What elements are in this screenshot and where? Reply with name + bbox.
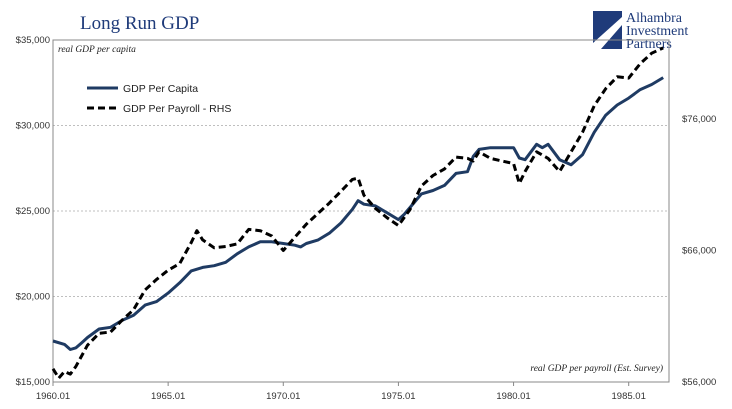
left-axis-label: real GDP per capita <box>58 45 136 55</box>
chart-title: Long Run GDP <box>80 13 199 34</box>
logo-mark-stripe <box>593 17 622 49</box>
left-axis: $15,000 $20,000 $25,000 $30,000 $35,000 <box>16 35 50 388</box>
left-tick-label: $25,000 <box>16 206 50 217</box>
x-tick-label: 1980.01 <box>496 391 530 402</box>
grid <box>53 125 669 297</box>
logo: Alhambra Investment Partners <box>593 11 688 52</box>
left-tick-label: $30,000 <box>16 121 50 132</box>
logo-line-3: Partners <box>626 37 672 52</box>
series-line-gdp-per-capita <box>52 76 664 351</box>
logo-line-2: Investment <box>626 24 688 39</box>
legend-label-capita: GDP Per Capita <box>123 83 198 95</box>
x-tick-label: 1975.01 <box>381 391 415 402</box>
x-tick-label: 1960.01 <box>36 391 70 402</box>
right-tick-label: $66,000 <box>682 245 716 256</box>
legend-label-payroll: GDP Per Payroll - RHS <box>123 103 231 115</box>
x-tick-label: 1965.01 <box>151 391 185 402</box>
right-axis: $56,000 $66,000 $76,000 <box>682 114 716 388</box>
right-axis-label: real GDP per payroll (Est. Survey) <box>530 363 663 374</box>
left-tick-label: $15,000 <box>16 377 50 388</box>
left-tick-label: $35,000 <box>16 35 50 46</box>
x-axis: 1960.01 1965.01 1970.01 1975.01 1980.01 1985.… <box>36 382 646 402</box>
right-tick-label: $56,000 <box>682 377 716 388</box>
series-layer <box>51 46 664 380</box>
logo-line-1: Alhambra <box>626 11 683 26</box>
x-tick-label: 1970.01 <box>266 391 300 402</box>
plot-frame <box>52 39 670 383</box>
x-tick-label: 1985.01 <box>612 391 646 402</box>
right-tick-label: $76,000 <box>682 114 716 125</box>
left-tick-label: $20,000 <box>16 292 50 303</box>
series-line-gdp-per-payroll <box>51 46 664 380</box>
legend: GDP Per Capita GDP Per Payroll - RHS <box>87 83 231 115</box>
